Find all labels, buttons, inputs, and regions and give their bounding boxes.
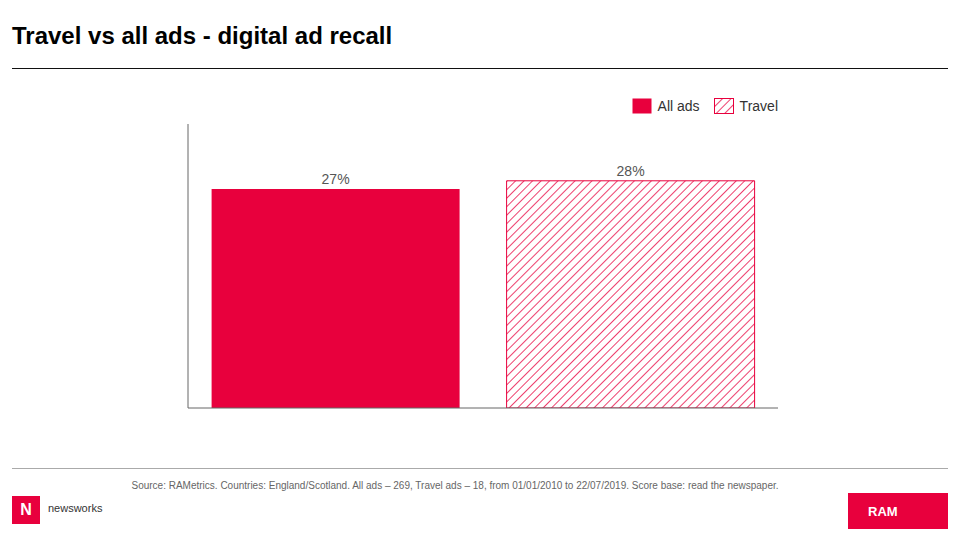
html-text:Travel vs all ads - digital ad: Travel vs all ads - digital ad recall [12,22,393,49]
html-text:Source: RAMetrics. Countries:: Source: RAMetrics. Countries: England/Sc… [131,480,779,491]
html-text:Travel: Travel [739,98,778,114]
svg-text:28%: 28% [617,163,645,179]
html-text:RAM: RAM [868,503,898,519]
svg-text:27%: 27% [322,171,350,187]
html-text:newsworks: newsworks [48,502,103,514]
html-text:All ads: All ads [657,98,700,114]
html-text:N: N [20,501,32,518]
